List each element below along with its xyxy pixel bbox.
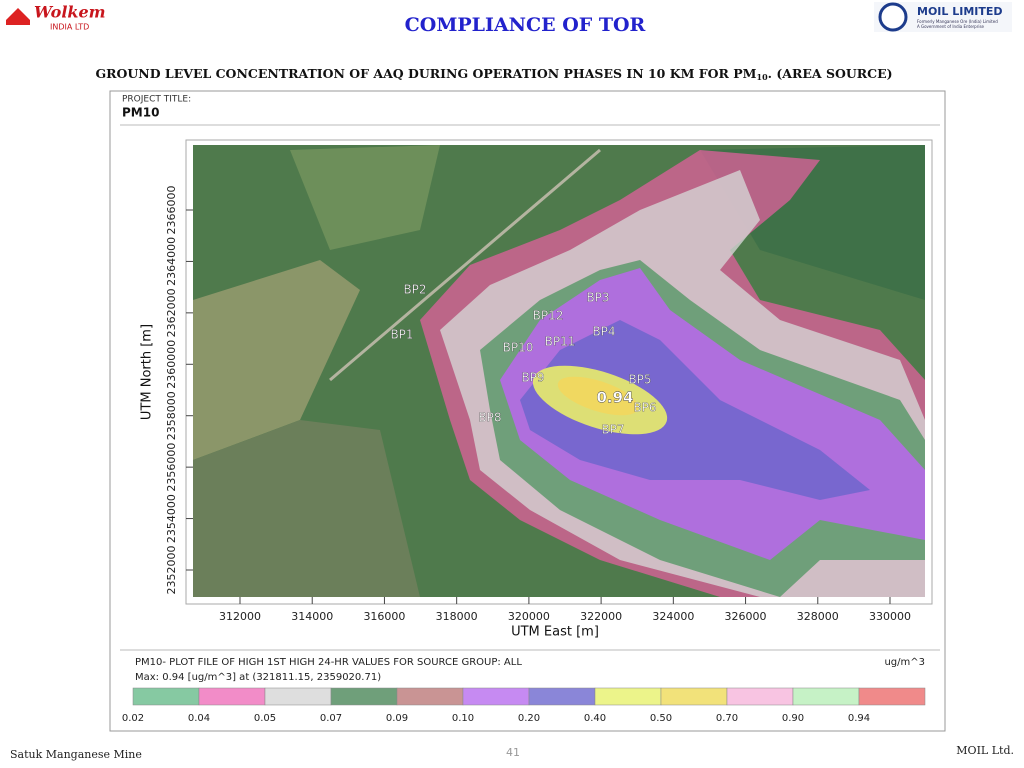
project-label: PROJECT TITLE: (122, 95, 191, 105)
max-label: 0.94 (596, 389, 633, 407)
legend-level: 0.90 (782, 713, 804, 724)
legend-level: 0.40 (584, 713, 606, 724)
subtitle-sub: 10 (757, 72, 769, 82)
legend-level: 0.09 (386, 713, 408, 724)
logo-text: MOIL LIMITED (917, 5, 1003, 18)
field (193, 260, 360, 460)
field (193, 420, 420, 597)
road (329, 148, 601, 382)
y-tick-label: 2364000 (165, 237, 178, 286)
logo-sub: A Government of India Enterprise (917, 24, 985, 29)
legend-level: 0.94 (848, 713, 870, 724)
legend-swatch (132, 687, 200, 706)
legend-max: Max: 0.94 [ug/m^3] at (321811.15, 235902… (135, 672, 381, 683)
logo-mark (6, 8, 30, 20)
subtitle-text: . (AREA SOURCE) (768, 66, 893, 81)
receptor-label: BP1 (390, 328, 413, 342)
footer-right: MOIL Ltd. (956, 744, 1014, 757)
receptor-label: BP9 (521, 371, 544, 385)
legend-level: 0.20 (518, 713, 540, 724)
receptor-label: BP4 (592, 325, 615, 339)
legend-swatch (594, 687, 662, 706)
x-tick-label: 320000 (508, 610, 550, 623)
x-tick-label: 324000 (652, 610, 694, 623)
y-tick-label: 2366000 (165, 186, 178, 235)
legend-swatch (330, 687, 398, 706)
legend-level: 0.10 (452, 713, 474, 724)
receptor-label: BP3 (586, 291, 609, 305)
legend-swatch (726, 687, 794, 706)
subtitle-text: GROUND LEVEL CONCENTRATION OF AAQ DURING… (95, 66, 756, 81)
legend-level: 0.70 (716, 713, 738, 724)
legend-swatch (264, 687, 332, 706)
legend-swatch (396, 687, 464, 706)
legend-unit: ug/m^3 (884, 657, 925, 668)
subtitle: GROUND LEVEL CONCENTRATION OF AAQ DURING… (95, 66, 892, 83)
y-tick-label: 2362000 (165, 288, 178, 337)
legend-swatch (792, 687, 860, 706)
y-tick-label: 2360000 (165, 340, 178, 389)
contour (557, 376, 639, 416)
legend-level: 0.02 (122, 713, 144, 724)
legend-swatch (660, 687, 728, 706)
x-tick-label: 314000 (291, 610, 333, 623)
contour (520, 320, 870, 500)
logo-mark (878, 2, 908, 32)
map (193, 145, 925, 597)
x-tick-label: 330000 (869, 610, 911, 623)
logo-sub: Formerly Manganese Ore (India) Limited (917, 19, 998, 24)
x-tick-label: 312000 (219, 610, 261, 623)
x-tick-label: 328000 (797, 610, 839, 623)
logo-text: Wolkem (34, 3, 106, 22)
page-number: 41 (506, 746, 520, 759)
project-title: PM10 (122, 106, 159, 120)
legend-level: 0.07 (320, 713, 342, 724)
x-tick-label: 322000 (580, 610, 622, 623)
field (290, 145, 440, 250)
x-axis-title: UTM East [m] (511, 625, 599, 640)
legend-caption: PM10- PLOT FILE OF HIGH 1ST HIGH 24-HR V… (135, 657, 522, 668)
x-tick-label: 316000 (363, 610, 405, 623)
y-axis-title: UTM North [m] (140, 324, 155, 420)
legend-level: 0.04 (188, 713, 210, 724)
receptor-label: BP7 (601, 423, 624, 437)
footer-left: Satuk Manganese Mine (10, 748, 142, 761)
legend-swatch (858, 687, 926, 706)
receptor-label: BP11 (545, 335, 576, 349)
x-tick-label: 326000 (725, 610, 767, 623)
receptor-label: BP2 (403, 283, 426, 297)
legend-level: 0.50 (650, 713, 672, 724)
y-tick-label: 2358000 (165, 391, 178, 440)
legend-swatch (528, 687, 596, 706)
logo-sub: INDIA LTD (50, 23, 89, 32)
logo-mark (6, 20, 30, 25)
receptor-label: BP8 (478, 411, 501, 425)
legend-swatch (198, 687, 266, 706)
legend-swatch (462, 687, 530, 706)
title: COMPLIANCE OF TOR (405, 14, 646, 36)
y-tick-label: 2356000 (165, 443, 178, 492)
axes-box (185, 139, 933, 605)
receptor-label: BP5 (628, 373, 651, 387)
x-tick-label: 318000 (436, 610, 478, 623)
y-tick-label: 2354000 (165, 494, 178, 543)
receptor-label: BP6 (633, 401, 656, 415)
receptor-label: BP12 (533, 309, 564, 323)
legend-level: 0.05 (254, 713, 276, 724)
y-tick-label: 2352000 (165, 546, 178, 595)
receptor-label: BP10 (503, 341, 534, 355)
